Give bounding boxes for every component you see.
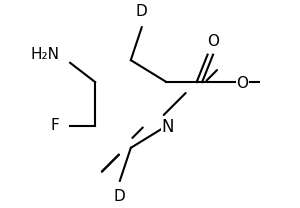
Text: N: N	[162, 118, 174, 136]
Text: O: O	[207, 34, 219, 49]
Text: O: O	[236, 76, 248, 91]
Text: F: F	[51, 118, 59, 134]
Text: D: D	[114, 189, 126, 204]
Text: D: D	[136, 4, 148, 19]
Text: H₂N: H₂N	[31, 47, 59, 62]
